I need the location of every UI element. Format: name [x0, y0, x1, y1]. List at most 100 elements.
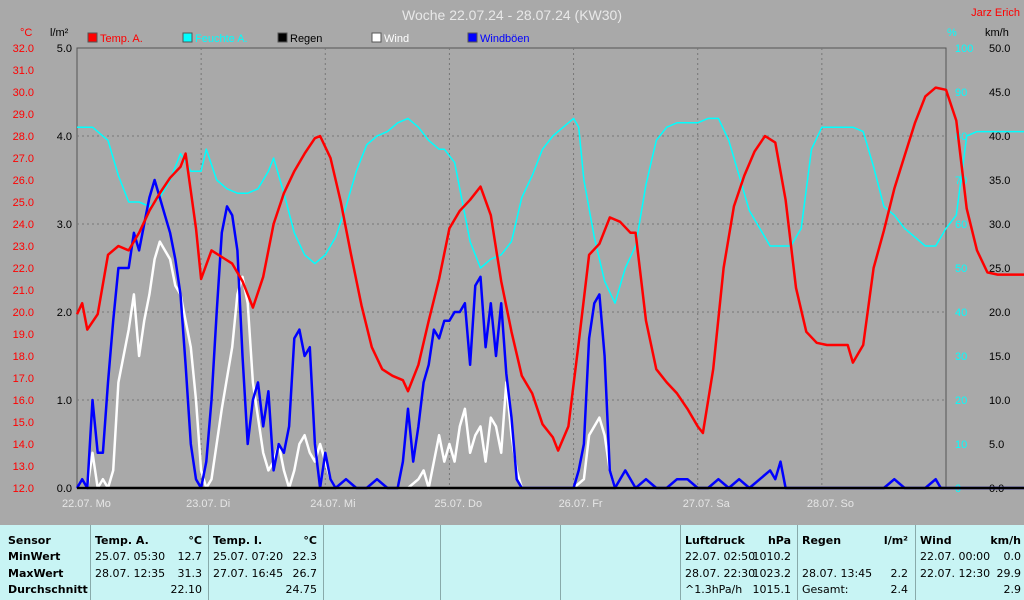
table-separator	[560, 525, 561, 600]
x-tick-label: 24.07. Mi	[310, 498, 355, 510]
wind-tick-label: 35.0	[989, 175, 1010, 187]
legend-label: Windböen	[480, 33, 530, 45]
row-label: MaxWert	[8, 567, 64, 580]
cell-ta-time: 28.07. 12:35	[95, 567, 166, 580]
temp-tick-label: 26.0	[13, 175, 34, 187]
temp-tick-label: 28.0	[13, 131, 34, 143]
cell-p-val: 1023.2	[752, 567, 792, 580]
row-label: MinWert	[8, 550, 61, 563]
humidity-axis-unit: %	[947, 27, 957, 39]
legend-swatch	[371, 32, 382, 43]
header-pressure: Luftdruck	[685, 534, 745, 547]
legend-label: Temp. A.	[100, 33, 143, 45]
temp-tick-label: 31.0	[13, 65, 34, 77]
cell-ta-time: 25.07. 05:30	[95, 550, 166, 563]
header-temp-i-unit: °C	[303, 534, 317, 547]
table-separator	[680, 525, 681, 600]
temp-tick-label: 16.0	[13, 395, 34, 407]
header-temp-a: Temp. A.	[95, 534, 149, 547]
rain-tick-label: 1.0	[57, 395, 72, 407]
rain-axis-unit: l/m²	[50, 27, 69, 39]
temp-tick-label: 27.0	[13, 153, 34, 165]
temp-tick-label: 20.0	[13, 307, 34, 319]
temp-tick-label: 19.0	[13, 329, 34, 341]
header-temp-i: Temp. I.	[213, 534, 263, 547]
legend-swatch	[87, 32, 98, 43]
legend-swatch	[182, 32, 193, 43]
rain-tick-label: 4.0	[57, 131, 72, 143]
rain-tick-label: 5.0	[57, 43, 72, 55]
cell-ti-time: 27.07. 16:45	[213, 567, 284, 580]
header-pressure-unit: hPa	[767, 534, 791, 547]
cell-ta-val: 31.3	[177, 567, 203, 580]
series-feuchte-a-line	[77, 117, 1024, 304]
cell-w-time: 22.07. 12:30	[920, 567, 991, 580]
humidity-tick-label: 30	[955, 351, 967, 363]
series-group	[75, 86, 1024, 490]
wind-tick-label: 15.0	[989, 351, 1010, 363]
cell-p-time: 28.07. 22:30	[685, 567, 756, 580]
temp-tick-label: 21.0	[13, 285, 34, 297]
cell-ta-val: 12.7	[177, 550, 203, 563]
temp-tick-label: 15.0	[13, 417, 34, 429]
legend-swatch	[467, 32, 478, 43]
humidity-tick-label: 50	[955, 263, 967, 275]
table-separator	[90, 525, 91, 600]
header-temp-a-unit: °C	[188, 534, 202, 547]
temp-tick-label: 17.0	[13, 373, 34, 385]
row-label: Durchschnitt	[8, 583, 88, 596]
wind-tick-label: 45.0	[989, 87, 1010, 99]
cell-p-time: ^1.3hPa/h	[685, 583, 743, 596]
x-tick-label: 28.07. So	[807, 498, 854, 510]
table-separator	[440, 525, 441, 600]
cell-ti-time: 25.07. 07:20	[213, 550, 284, 563]
temp-axis-unit: °C	[20, 27, 32, 39]
x-tick-label: 23.07. Di	[186, 498, 230, 510]
cell-p-val: 1010.2	[752, 550, 792, 563]
wind-tick-label: 10.0	[989, 395, 1010, 407]
wind-tick-label: 30.0	[989, 219, 1010, 231]
cell-ti-val: 26.7	[292, 567, 318, 580]
author-label: Jarz Erich	[971, 7, 1020, 19]
temp-tick-label: 18.0	[13, 351, 34, 363]
legend: Temp. A. Feuchte A. Regen Wind Windböen	[87, 32, 530, 45]
x-tick-label: 25.07. Do	[434, 498, 482, 510]
humidity-tick-label: 90	[955, 87, 967, 99]
header-wind: Wind	[920, 534, 952, 547]
temp-tick-label: 29.0	[13, 109, 34, 121]
table-separator	[323, 525, 324, 600]
rain-tick-label: 2.0	[57, 307, 72, 319]
humidity-tick-label: 60	[955, 219, 967, 231]
header-rain: Regen	[802, 534, 842, 547]
chart-title: Woche 22.07.24 - 28.07.24 (KW30)	[402, 7, 622, 23]
rain-tick-label: 3.0	[57, 219, 72, 231]
cell-r-val: 2.2	[890, 567, 909, 580]
temp-tick-label: 13.0	[13, 461, 34, 473]
wind-tick-label: 40.0	[989, 131, 1010, 143]
cell-w-val: 29.9	[996, 567, 1022, 580]
wind-tick-label: 20.0	[989, 307, 1010, 319]
statistics-table: Sensor Temp. A. °C Temp. I. °C Luftdruck…	[0, 525, 1024, 600]
wind-tick-label: 50.0	[989, 43, 1010, 55]
rain-tick-label: 0.0	[57, 483, 72, 495]
axes: 12.0 13.0 14.0 15.0 16.0 17.0 18.0 19.0 20.0 21.0…	[13, 27, 1011, 510]
weather-chart: Woche 22.07.24 - 28.07.24 (KW30) Jarz Er…	[12, 7, 1024, 510]
legend-label: Wind	[384, 33, 409, 45]
humidity-tick-label: 40	[955, 307, 967, 319]
legend-label: Feuchte A.	[195, 33, 248, 45]
temp-tick-label: 24.0	[13, 219, 34, 231]
x-tick-label: 22.07. Mo	[62, 498, 111, 510]
legend-swatch	[277, 32, 288, 43]
cell-ti-val: 24.75	[285, 583, 318, 596]
header-sensor: Sensor	[8, 534, 51, 547]
legend-label: Regen	[290, 33, 322, 45]
temp-tick-label: 12.0	[13, 483, 34, 495]
cell-w-val: 0.0	[1003, 550, 1022, 563]
cell-w-time: 22.07. 00:00	[920, 550, 991, 563]
cell-ti-val: 22.3	[292, 550, 318, 563]
temp-tick-label: 30.0	[13, 87, 34, 99]
cell-ta-val: 22.10	[170, 583, 203, 596]
table-separator	[797, 525, 798, 600]
temp-tick-label: 32.0	[13, 43, 34, 55]
header-rain-unit: l/m²	[883, 534, 908, 547]
